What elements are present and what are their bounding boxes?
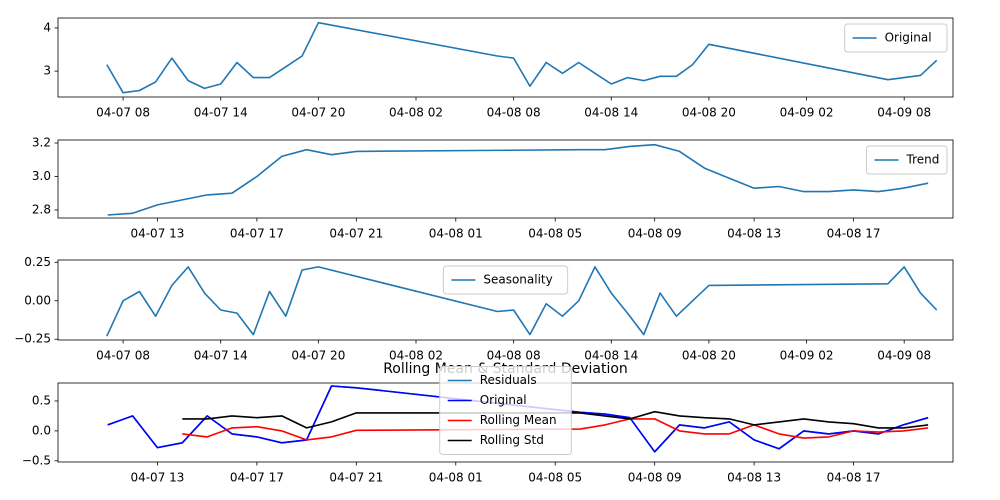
x-tick-label: 04-08 17 (827, 471, 881, 485)
axes-frame (57, 17, 954, 98)
x-tick-label: 04-07 20 (291, 349, 345, 363)
y-tick-label: −0.25 (14, 332, 51, 346)
legend-label: Original (885, 31, 932, 45)
x-tick-label: 04-08 13 (727, 471, 781, 485)
y-tick-label: 3.0 (32, 169, 51, 183)
x-tick-label: 04-08 02 (389, 106, 443, 120)
legend-label: Rolling Std (480, 433, 544, 447)
x-tick-label: 04-07 17 (230, 471, 284, 485)
x-tick-label: 04-07 21 (329, 471, 383, 485)
legend: Trend (866, 145, 948, 175)
legend-box (866, 145, 948, 175)
axes-frame (57, 259, 954, 341)
y-tick-label: 0.0 (32, 423, 51, 437)
x-tick-label: 04-08 20 (682, 349, 736, 363)
x-tick-label: 04-08 09 (628, 471, 682, 485)
y-tick-label: 3.2 (32, 136, 51, 150)
y-tick-label: 0.00 (24, 293, 51, 307)
x-tick-label: 04-08 14 (584, 349, 638, 363)
y-tick-label: 3 (43, 64, 51, 78)
x-tick-label: 04-07 08 (96, 106, 150, 120)
x-tick-label: 04-09 02 (780, 106, 834, 120)
legend: Original (844, 23, 948, 53)
legend-box (844, 23, 948, 53)
y-tick-label: 2.8 (32, 202, 51, 216)
x-tick-label: 04-07 21 (329, 227, 383, 241)
x-tick-label: 04-08 05 (528, 471, 582, 485)
x-tick-label: 04-07 14 (194, 106, 248, 120)
x-tick-label: 04-08 20 (682, 106, 736, 120)
x-tick-label: 04-07 13 (130, 471, 184, 485)
legend-label: Seasonality (483, 273, 552, 287)
x-tick-label: 04-07 20 (291, 106, 345, 120)
legend-label: Residuals (480, 373, 537, 387)
legend-label: Trend (906, 153, 940, 167)
x-tick-label: 04-07 17 (230, 227, 284, 241)
series-line (182, 410, 929, 429)
series-line (106, 21, 938, 94)
legend-box (439, 366, 572, 455)
x-tick-label: 04-08 02 (389, 349, 443, 363)
y-tick-label: −0.5 (22, 453, 51, 467)
legend-label: Rolling Mean (480, 413, 557, 427)
x-tick-label: 04-08 08 (487, 349, 541, 363)
x-tick-label: 04-08 13 (727, 227, 781, 241)
x-tick-label: 04-08 17 (827, 227, 881, 241)
y-tick-label: 0.5 (32, 393, 51, 407)
x-tick-label: 04-09 08 (877, 349, 931, 363)
subplot: 2.8 3.0 3.2 04-07 13 04-07 17 04-07 21 04-08 0… (32, 136, 954, 241)
legend-label: Original (480, 393, 527, 407)
series-line (106, 266, 938, 337)
axes-frame (57, 139, 954, 219)
subplot: −0.5 0.0 0.5 04-07 13 04-07 17 04-07 21 04-08 … (22, 361, 954, 485)
x-tick-label: 04-08 09 (628, 227, 682, 241)
x-tick-label: 04-07 13 (130, 227, 184, 241)
legend-box (442, 265, 569, 295)
series-line (182, 418, 929, 441)
legend: Residuals Original Rolling Mean Rolling Std (439, 366, 572, 455)
x-tick-label: 04-08 01 (429, 471, 483, 485)
series-line (107, 143, 929, 216)
x-tick-label: 04-08 05 (528, 227, 582, 241)
subplot: 3 4 04-07 08 04-07 14 04-07 20 04-08 02 04-08 … (43, 17, 954, 120)
x-tick-label: 04-08 08 (487, 106, 541, 120)
x-tick-label: 04-07 08 (96, 349, 150, 363)
legend: Seasonality (442, 265, 569, 295)
x-tick-label: 04-07 14 (194, 349, 248, 363)
x-tick-label: 04-08 01 (429, 227, 483, 241)
x-tick-label: 04-08 14 (584, 106, 638, 120)
y-tick-label: 4 (43, 20, 51, 34)
x-tick-label: 04-09 08 (877, 106, 931, 120)
y-tick-label: 0.25 (24, 255, 51, 269)
x-tick-label: 04-09 02 (780, 349, 834, 363)
subplot: −0.25 0.00 0.25 04-07 08 04-07 14 04-07 20 04-… (14, 255, 954, 363)
